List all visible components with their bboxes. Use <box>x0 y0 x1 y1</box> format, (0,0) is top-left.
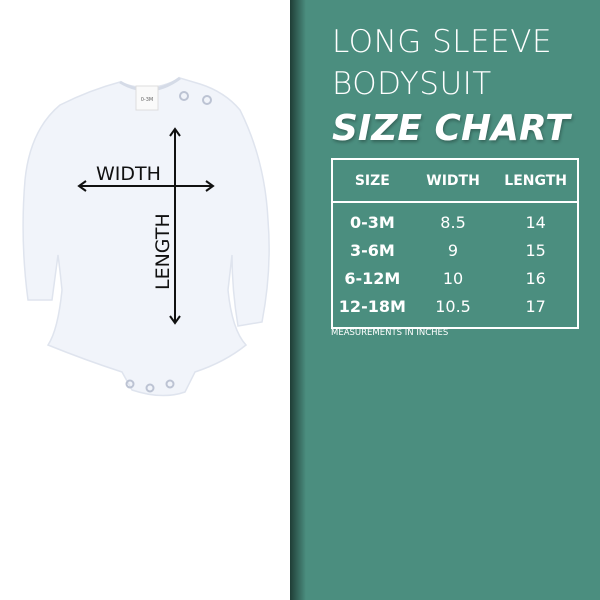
header-size: SIZE <box>354 172 390 189</box>
title-line-1: LONG SLEEVE <box>332 24 553 60</box>
cell-size: 12-18M <box>338 296 406 316</box>
measurement-note: MEASUREMENTS IN INCHES <box>331 328 449 338</box>
cell-width: 9 <box>447 240 459 260</box>
header-length: LENGTH <box>504 172 568 189</box>
snap-button <box>179 91 189 101</box>
bodysuit-shape <box>22 77 270 397</box>
table-row: 12-18M 10.5 17 <box>333 292 577 320</box>
snap-button <box>165 379 175 389</box>
size-chart-panel <box>290 0 600 600</box>
cell-size: 0-3M <box>349 212 395 232</box>
measure-arrows <box>77 127 215 325</box>
cell-width: 10 <box>442 268 464 288</box>
cell-size: 6-12M <box>344 268 401 288</box>
snap-button <box>125 379 135 389</box>
garment-tag: 0-3M <box>141 97 153 103</box>
cell-length: 16 <box>525 268 546 288</box>
header-width: WIDTH <box>426 172 480 189</box>
title-size-chart: SIZE CHART <box>332 108 570 149</box>
table-row: 3-6M 9 15 <box>333 236 577 264</box>
bodysuit-illustration: 0-3M WIDTH LENGTH <box>22 76 270 397</box>
width-label: WIDTH <box>96 163 161 185</box>
cell-width: 10.5 <box>435 296 471 316</box>
table-row: 6-12M 10 16 <box>333 264 577 292</box>
panel-shadow <box>290 0 306 600</box>
cell-width: 8.5 <box>440 212 466 232</box>
cell-length: 17 <box>525 296 546 316</box>
table-row: 0-3M 8.5 14 <box>333 208 577 236</box>
cell-size: 3-6M <box>349 240 395 260</box>
cell-length: 14 <box>525 212 546 232</box>
snap-button <box>202 95 212 105</box>
length-label: LENGTH <box>152 213 174 290</box>
size-table: SIZE WIDTH LENGTH 0-3M 8.5 14 3-6M 9 15 … <box>331 158 579 329</box>
snap-button <box>145 383 155 393</box>
cell-length: 15 <box>525 240 546 260</box>
title-line-2: BODYSUIT <box>332 66 492 102</box>
product-photo-panel: 0-3M WIDTH LENGTH <box>0 0 292 600</box>
table-header: SIZE WIDTH LENGTH <box>333 160 577 203</box>
